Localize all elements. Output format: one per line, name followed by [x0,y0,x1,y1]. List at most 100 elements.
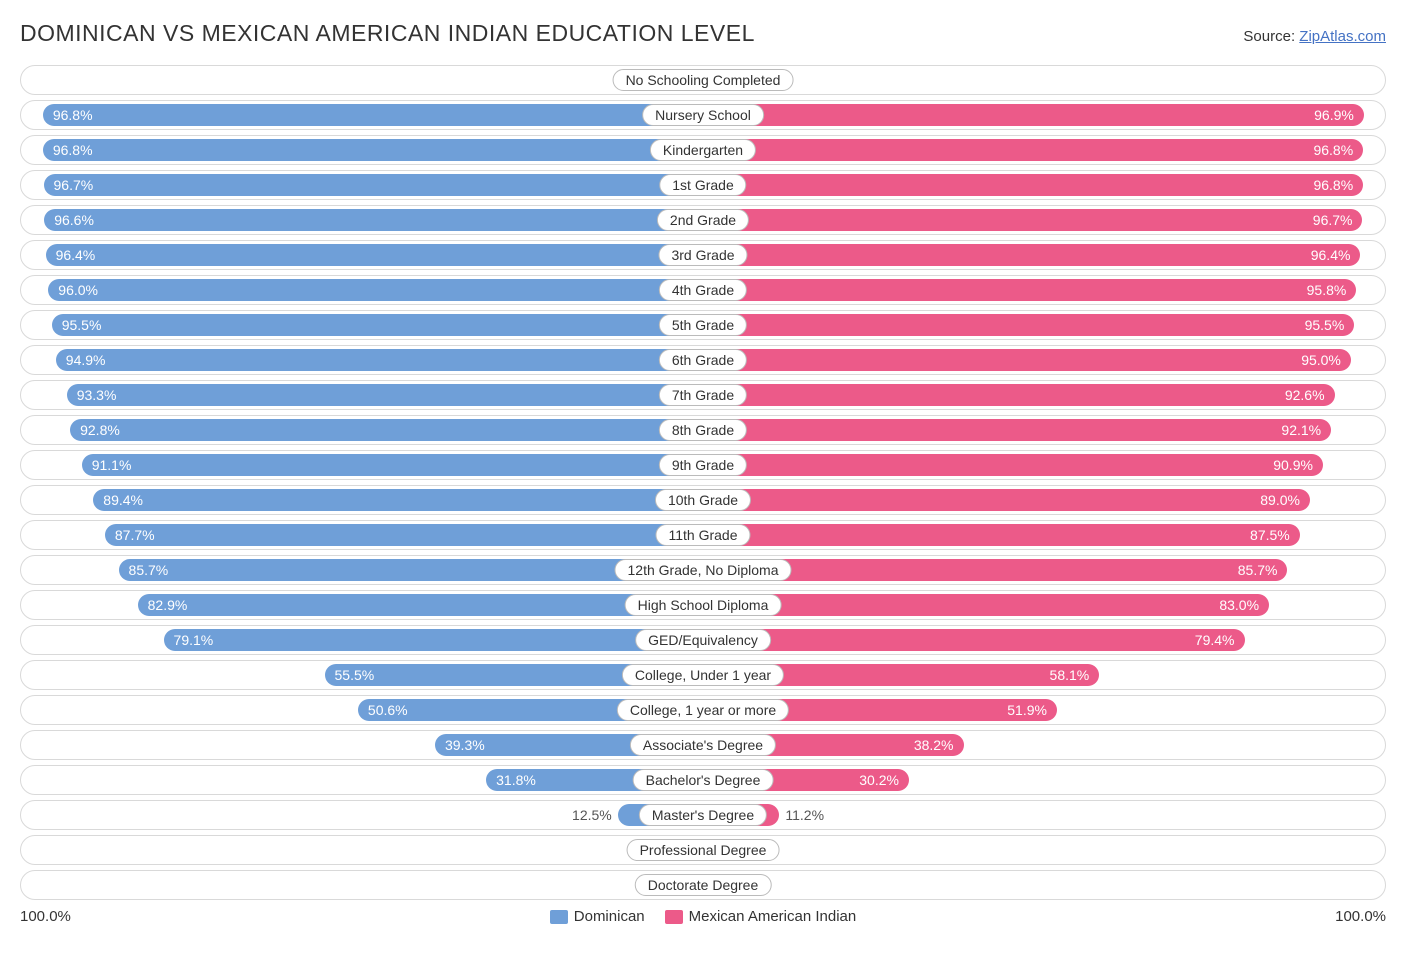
category-label: 10th Grade [655,489,751,511]
category-label: 7th Grade [659,384,747,406]
right-bar: 87.5% [703,524,1300,546]
chart-row: 96.4%96.4%3rd Grade [20,240,1386,270]
category-label: 5th Grade [659,314,747,336]
left-bar: 96.8% [43,104,703,126]
category-label: College, Under 1 year [622,664,784,686]
chart-row: 79.1%79.4%GED/Equivalency [20,625,1386,655]
chart-row: 95.5%95.5%5th Grade [20,310,1386,340]
right-half: 95.5% [703,311,1385,339]
chart-row: 3.5%3.3%Professional Degree [20,835,1386,865]
left-half: 85.7% [21,556,703,584]
right-half: 1.4% [703,871,1385,899]
left-half: 12.5% [21,801,703,829]
right-half: 96.9% [703,101,1385,129]
left-bar: 94.9% [56,349,703,371]
right-half: 85.7% [703,556,1385,584]
chart-row: 94.9%95.0%6th Grade [20,345,1386,375]
left-half: 96.4% [21,241,703,269]
left-bar: 89.4% [93,489,703,511]
right-bar: 79.4% [703,629,1245,651]
right-bar: 95.8% [703,279,1356,301]
right-value-label: 11.2% [779,807,830,823]
left-half: 79.1% [21,626,703,654]
chart-row: 82.9%83.0%High School Diploma [20,590,1386,620]
legend-label-right: Mexican American Indian [689,908,857,925]
left-half: 91.1% [21,451,703,479]
left-half: 82.9% [21,591,703,619]
right-bar: 96.8% [703,139,1363,161]
category-label: 9th Grade [659,454,747,476]
left-bar: 96.4% [46,244,703,266]
right-half: 92.6% [703,381,1385,409]
category-label: Associate's Degree [630,734,776,756]
right-half: 58.1% [703,661,1385,689]
right-half: 79.4% [703,626,1385,654]
right-half: 95.8% [703,276,1385,304]
right-half: 96.8% [703,171,1385,199]
right-half: 96.8% [703,136,1385,164]
category-label: Nursery School [642,104,764,126]
chart-row: 1.4%1.4%Doctorate Degree [20,870,1386,900]
chart-row: 89.4%89.0%10th Grade [20,485,1386,515]
category-label: 11th Grade [655,524,750,546]
chart-row: 39.3%38.2%Associate's Degree [20,730,1386,760]
chart-row: 31.8%30.2%Bachelor's Degree [20,765,1386,795]
right-bar: 96.9% [703,104,1364,126]
right-bar: 92.6% [703,384,1335,406]
right-half: 87.5% [703,521,1385,549]
right-half: 11.2% [703,801,1385,829]
legend-item-right: Mexican American Indian [665,908,857,925]
left-bar: 87.7% [105,524,703,546]
left-bar: 96.6% [44,209,703,231]
right-half: 90.9% [703,451,1385,479]
category-label: No Schooling Completed [613,69,794,91]
right-bar: 92.1% [703,419,1331,441]
category-label: High School Diploma [625,594,782,616]
chart-header: DOMINICAN VS MEXICAN AMERICAN INDIAN EDU… [20,20,1386,47]
right-bar: 95.5% [703,314,1354,336]
left-half: 87.7% [21,521,703,549]
right-half: 95.0% [703,346,1385,374]
right-bar: 96.4% [703,244,1360,266]
category-label: 12th Grade, No Diploma [615,559,792,581]
left-half: 31.8% [21,766,703,794]
legend-label-left: Dominican [574,908,645,925]
left-bar: 96.8% [43,139,703,161]
right-half: 83.0% [703,591,1385,619]
chart-row: 96.8%96.8%Kindergarten [20,135,1386,165]
left-half: 95.5% [21,311,703,339]
right-bar: 96.8% [703,174,1363,196]
right-half: 96.4% [703,241,1385,269]
chart-row: 96.0%95.8%4th Grade [20,275,1386,305]
right-bar: 89.0% [703,489,1310,511]
category-label: 6th Grade [659,349,747,371]
chart-row: 55.5%58.1%College, Under 1 year [20,660,1386,690]
left-half: 93.3% [21,381,703,409]
right-bar: 96.7% [703,209,1362,231]
right-half: 92.1% [703,416,1385,444]
right-half: 89.0% [703,486,1385,514]
legend: Dominican Mexican American Indian [550,908,856,925]
source-link[interactable]: ZipAtlas.com [1299,28,1386,45]
chart-row: 3.2%3.2%No Schooling Completed [20,65,1386,95]
chart-row: 12.5%11.2%Master's Degree [20,800,1386,830]
category-label: College, 1 year or more [617,699,789,721]
left-bar: 79.1% [164,629,703,651]
chart-row: 96.6%96.7%2nd Grade [20,205,1386,235]
right-half: 3.2% [703,66,1385,94]
left-half: 96.6% [21,206,703,234]
left-half: 96.8% [21,101,703,129]
chart-title: DOMINICAN VS MEXICAN AMERICAN INDIAN EDU… [20,20,755,47]
left-bar: 96.0% [48,279,703,301]
category-label: 8th Grade [659,419,747,441]
source-attribution: Source: ZipAtlas.com [1243,28,1386,45]
left-bar: 92.8% [70,419,703,441]
category-label: Professional Degree [627,839,780,861]
left-half: 3.2% [21,66,703,94]
left-bar: 82.9% [138,594,703,616]
left-bar: 95.5% [52,314,703,336]
right-bar: 90.9% [703,454,1323,476]
chart-row: 87.7%87.5%11th Grade [20,520,1386,550]
right-bar: 83.0% [703,594,1269,616]
chart-row: 92.8%92.1%8th Grade [20,415,1386,445]
